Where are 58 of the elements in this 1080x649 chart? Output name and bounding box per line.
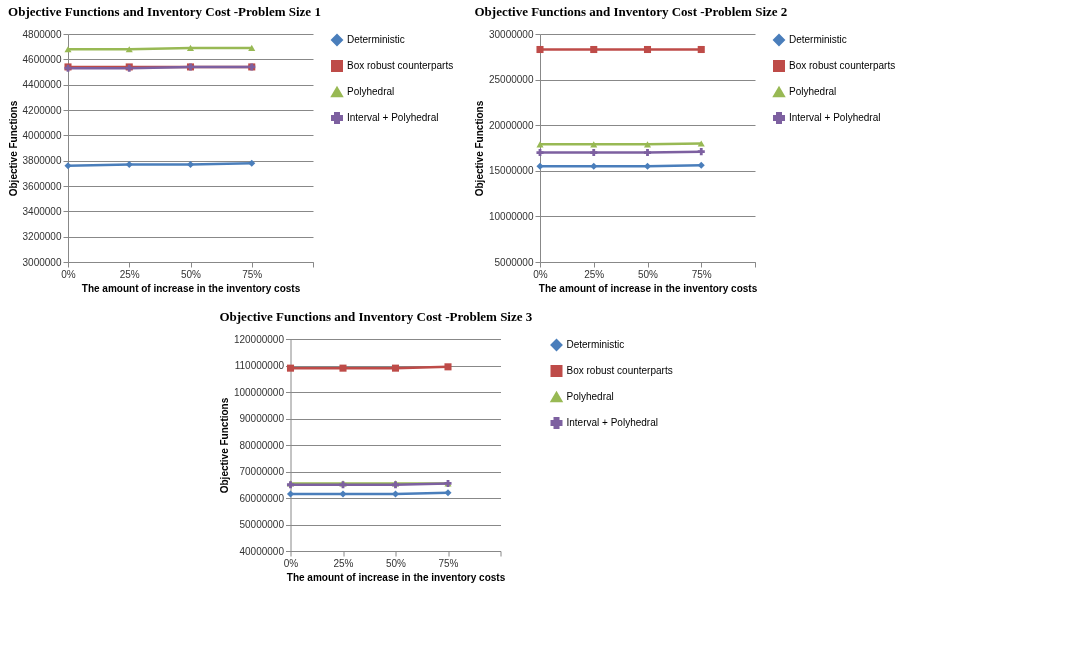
x-tick-label: 0%: [533, 268, 548, 280]
y-tick-label: 3400000: [22, 205, 62, 217]
y-tick-label: 4000000: [22, 129, 62, 141]
x-tick-label: 25%: [584, 268, 605, 280]
legend-label: Polyhedral: [347, 86, 395, 97]
legend-label: Interval + Polyhedral: [347, 112, 439, 123]
legend-label: Deterministic: [347, 34, 405, 45]
y-tick-label: 4200000: [22, 104, 62, 116]
y-tick-label: 120000000: [233, 333, 285, 345]
x-tick-label: 75%: [691, 268, 712, 280]
y-tick-label: 4800000: [22, 28, 62, 40]
x-tick-label: 75%: [438, 557, 459, 569]
chart-title: Objective Functions and Inventory Cost -Problem Size 3: [219, 309, 533, 324]
y-tick-label: 3600000: [22, 180, 62, 192]
y-tick-label: 25000000: [489, 74, 534, 86]
y-tick-label: 50000000: [239, 519, 285, 530]
y-axis-title: Objective Functions: [474, 100, 486, 197]
x-tick-label: 25%: [333, 557, 354, 569]
y-tick-label: 3200000: [22, 231, 62, 243]
y-tick-label: 60000000: [239, 492, 285, 504]
legend-label: Box robust counterparts: [566, 365, 673, 376]
legend-label: Box robust counterparts: [347, 60, 454, 71]
y-axis-title: Objective Functions: [7, 100, 19, 197]
x-tick-label: 50%: [180, 268, 202, 280]
y-tick-label: 70000000: [239, 466, 285, 477]
x-tick-label: 25%: [119, 268, 140, 280]
y-tick-label: 100000000: [233, 386, 285, 398]
y-tick-label: 4600000: [22, 53, 62, 65]
y-tick-label: 15000000: [489, 165, 534, 177]
legend-label: Deterministic: [789, 34, 847, 45]
x-tick-label: 0%: [61, 268, 76, 280]
chart-title: Objective Functions and Inventory Cost -Problem Size 1: [8, 4, 321, 19]
legend-label: Interval + Polyhedral: [789, 112, 881, 123]
chart-title: Objective Functions and Inventory Cost -Problem Size 2: [474, 4, 788, 19]
y-tick-label: 30000000: [489, 28, 534, 40]
x-tick-label: 0%: [283, 557, 299, 569]
y-tick-label: 20000000: [489, 119, 534, 131]
y-tick-label: 80000000: [239, 439, 285, 451]
y-tick-label: 3800000: [22, 155, 62, 167]
x-tick-label: 50%: [637, 268, 659, 280]
legend-label: Interval + Polyhedral: [566, 417, 658, 428]
legend-label: Deterministic: [566, 339, 625, 350]
legend-label: Polyhedral: [566, 391, 614, 402]
legend-label: Polyhedral: [789, 86, 837, 97]
y-tick-label: 4400000: [22, 79, 62, 91]
legend-label: Box robust counterparts: [789, 60, 896, 71]
y-tick-label: 90000000: [239, 413, 285, 424]
y-tick-label: 5000000: [494, 256, 534, 268]
y-tick-label: 110000000: [234, 360, 285, 371]
x-tick-label: 75%: [242, 268, 263, 280]
y-axis-title: Objective Functions: [218, 397, 230, 494]
y-tick-label: 3000000: [22, 256, 62, 268]
x-axis-title: The amount of increase in the inventory costs: [538, 282, 758, 294]
x-tick-label: 50%: [385, 557, 407, 569]
x-axis-title: The amount of increase in the inventory costs: [286, 571, 506, 583]
y-tick-label: 40000000: [239, 545, 285, 557]
y-tick-label: 10000000: [489, 210, 534, 222]
x-axis-title: The amount of increase in the inventory costs: [81, 282, 301, 294]
